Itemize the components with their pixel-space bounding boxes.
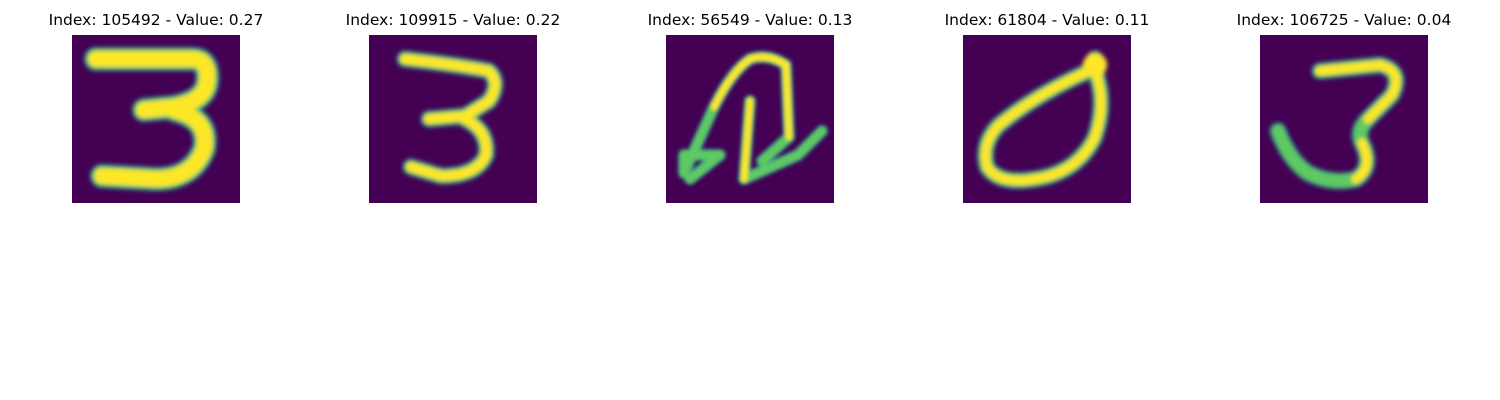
panel-title: Index: 109915 - Value: 0.22: [345, 11, 561, 29]
panel-title: Index: 105492 - Value: 0.27: [48, 11, 264, 29]
panel-title: Index: 56549 - Value: 0.13: [647, 11, 853, 29]
handwritten-digit-3-icon: [369, 35, 537, 203]
image-panel-2: Index: 109915 - Value: 0.22: [305, 0, 601, 210]
image-panel-1: Index: 105492 - Value: 0.27: [8, 0, 304, 210]
panel-title: Index: 61804 - Value: 0.11: [944, 11, 1150, 29]
panel-title: Index: 106725 - Value: 0.04: [1236, 11, 1452, 29]
handwritten-loop-shape-icon: [963, 35, 1131, 203]
image-panel-3: Index: 56549 - Value: 0.13: [602, 0, 898, 210]
handwritten-digit-3-icon: [1260, 35, 1428, 203]
handwritten-scribble-icon: [666, 35, 834, 203]
image-panel-5: Index: 106725 - Value: 0.04: [1196, 0, 1492, 210]
handwritten-digit-3-icon: [72, 35, 240, 203]
image-panel-4: Index: 61804 - Value: 0.11: [899, 0, 1195, 210]
